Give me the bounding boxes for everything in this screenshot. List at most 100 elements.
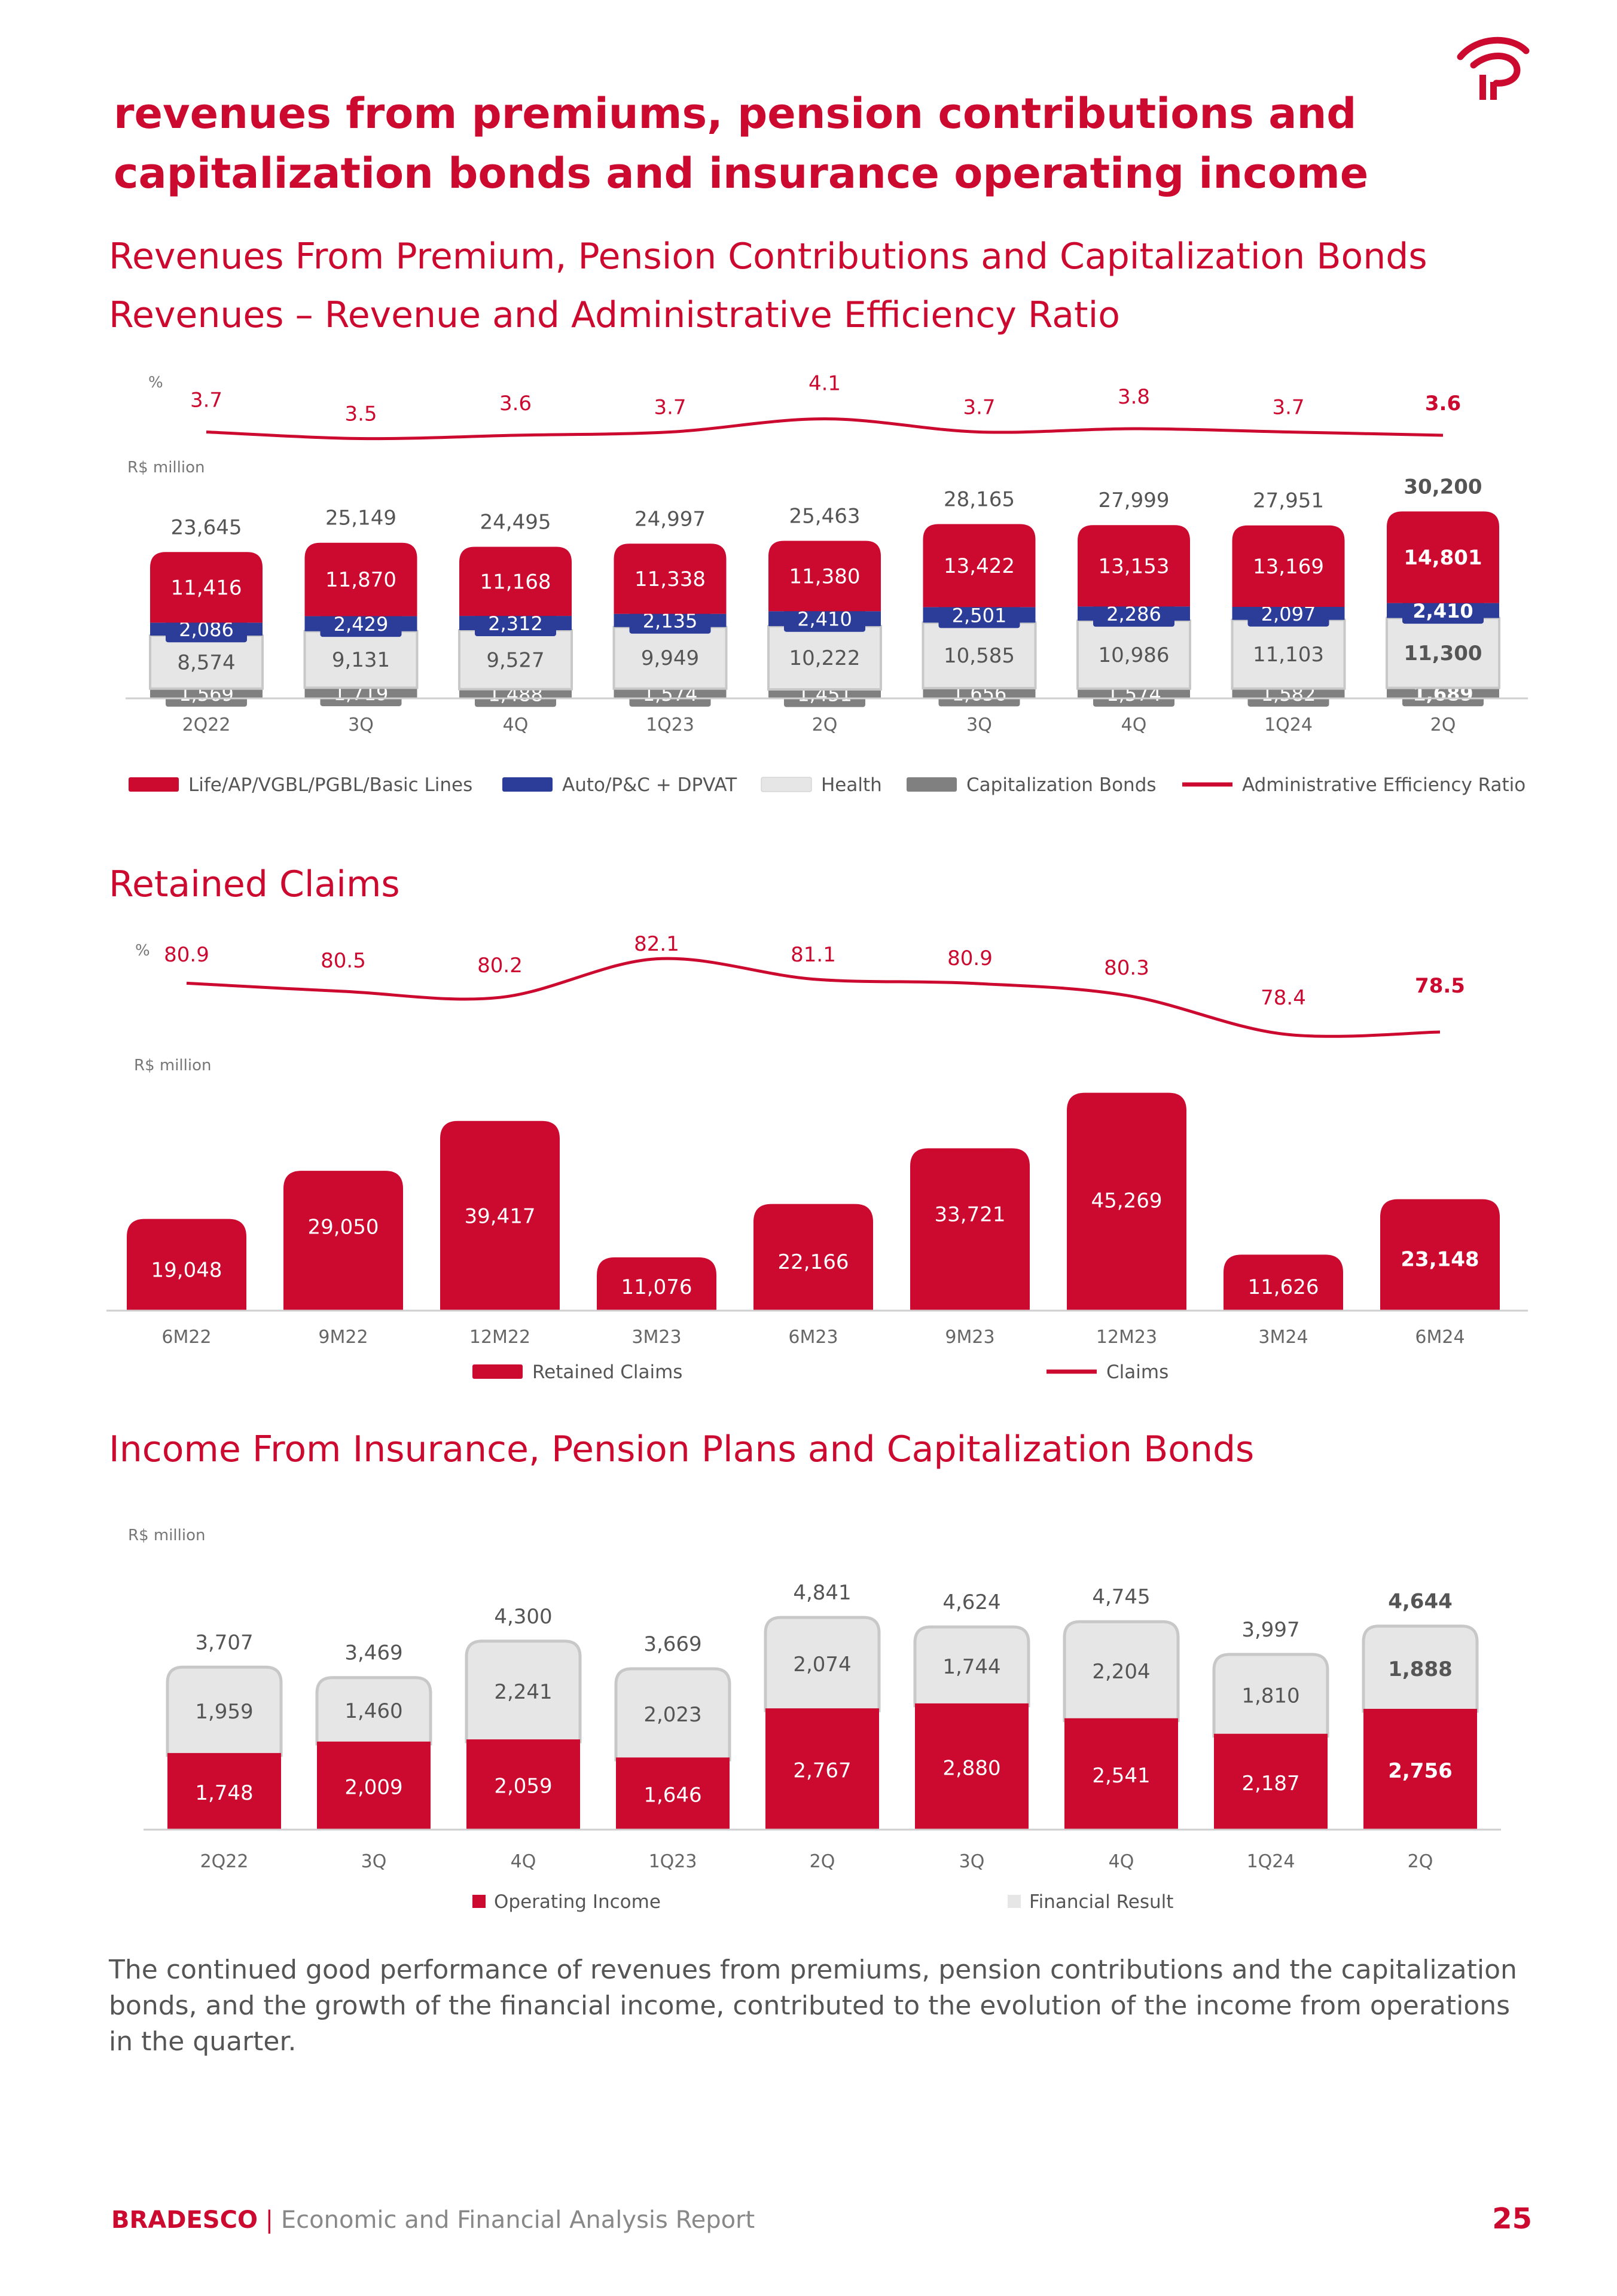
financial-result-segment <box>315 1676 432 1746</box>
bar-total-label: 3,707 <box>195 1631 253 1654</box>
financial-result-segment <box>465 1639 582 1744</box>
financial-result-segment <box>166 1665 283 1757</box>
page-title: revenues from premiums, pension contribu… <box>114 84 1429 203</box>
x-tick-label: 3M24 <box>1258 1327 1308 1348</box>
bar-value-label: 2,286 <box>1106 603 1161 625</box>
bar-value-label: 29,050 <box>308 1215 379 1239</box>
retained-claims-bar <box>440 1120 560 1311</box>
bar-value-label: 2,312 <box>488 612 543 635</box>
bar-segment-life <box>304 542 417 616</box>
efficiency-ratio-line <box>206 417 1444 441</box>
bar-value-badge <box>629 607 711 634</box>
bar-total-label: 4,745 <box>1092 1585 1150 1609</box>
bar-segment-life <box>150 552 263 623</box>
efficiency-ratio-label: 3.7 <box>1272 396 1304 420</box>
operating-income-segment <box>765 1708 879 1830</box>
bar-total-label: 4,841 <box>793 1581 851 1605</box>
line-unit-label: % <box>148 374 163 392</box>
x-tick-label: 2Q <box>810 1851 835 1872</box>
bar-value-label: 2,410 <box>797 608 852 631</box>
retained-claims-bar <box>127 1219 246 1311</box>
x-tick-label: 3M23 <box>631 1327 681 1348</box>
bar-value-label: 8,574 <box>177 651 235 674</box>
financial-result-segment <box>614 1667 731 1761</box>
legend-item-label: Administrative Efficiency Ratio <box>1242 774 1526 796</box>
income-chart-title: Income From Insurance, Pension Plans and… <box>109 1428 1255 1470</box>
financial-result-label: 2,241 <box>494 1680 552 1704</box>
legend-item-label: Retained Claims <box>532 1361 682 1383</box>
bar-value-label: 19,048 <box>151 1259 222 1283</box>
x-tick-label: 2Q <box>812 715 838 735</box>
retained-claims-bar-chart: % R$ million 80.9 80.5 80.2 82.1 81.1 80.9 80.3 7… <box>106 932 1528 1383</box>
operating-income-label: 2,009 <box>344 1775 402 1799</box>
bar-value-label: 13,422 <box>944 554 1015 578</box>
summary-paragraph: The continued good performance of revenu… <box>109 1955 1517 2057</box>
x-tick-label: 6M22 <box>161 1327 211 1348</box>
efficiency-ratio-label: 3.8 <box>1118 385 1150 409</box>
x-tick-label: 12M22 <box>469 1327 530 1348</box>
financial-result-segment <box>913 1625 1030 1708</box>
bar-segment-1 <box>1231 618 1346 690</box>
bar-value-label: 11,380 <box>789 564 861 588</box>
legend-item-swatch <box>129 777 179 792</box>
bar-value-label: 10,585 <box>944 644 1015 668</box>
revenues-chart-title-line-1: Revenues From Premium, Pension Contribut… <box>109 236 1427 277</box>
claims-ratio-label: 80.3 <box>1104 956 1149 980</box>
bar-value-label: 13,169 <box>1253 555 1324 579</box>
bar-value-label: 11,338 <box>634 567 706 591</box>
bar-segment-life <box>923 524 1036 607</box>
line-unit-label: % <box>135 942 150 960</box>
x-tick-label: 6M24 <box>1415 1327 1465 1348</box>
operating-income-label: 2,880 <box>942 1756 1000 1780</box>
operating-income-segment <box>167 1752 281 1830</box>
bar-value-label: 11,300 <box>1404 642 1482 665</box>
financial-result-label: 2,204 <box>1092 1660 1150 1684</box>
x-tick-label: 12M23 <box>1096 1327 1157 1348</box>
efficiency-ratio-label: 3.6 <box>499 392 532 416</box>
bar-total-label: 25,463 <box>789 504 861 528</box>
financial-result-label: 2,074 <box>793 1653 851 1677</box>
legend-item-label: Auto/P&C + DPVAT <box>562 774 737 796</box>
bar-value-label: 2,429 <box>334 613 389 636</box>
footer-separator: | <box>265 2206 274 2234</box>
bar-total-label: 23,645 <box>171 515 242 539</box>
operating-income-label: 1,646 <box>643 1784 701 1808</box>
bar-total-label: 4,300 <box>494 1605 552 1629</box>
retained-claims-bar <box>910 1148 1030 1311</box>
bar-segment-1 <box>1076 619 1191 690</box>
operating-income-segment <box>466 1739 580 1830</box>
x-tick-label: 2Q <box>1430 715 1456 735</box>
page-title-line-1: revenues from premiums, pension contribu… <box>114 89 1357 138</box>
bar-segment-life <box>768 541 881 612</box>
legend-item-swatch <box>472 1364 523 1379</box>
income-stacked-bar-chart: R$ million 1,748 1,959 3,707 2Q22 2,009 1,460 3… <box>128 1526 1501 1913</box>
financial-result-segment <box>1362 1625 1479 1713</box>
bar-value-label: 11,626 <box>1248 1275 1319 1299</box>
x-tick-label: 3Q <box>348 715 374 735</box>
bar-value-label: 23,148 <box>1401 1248 1479 1272</box>
footer-brand: BRADESCO <box>111 2206 258 2234</box>
retained-claims-bar <box>597 1257 716 1311</box>
bar-value-badge <box>475 610 556 637</box>
x-tick-label: 1Q24 <box>1264 715 1313 735</box>
claims-ratio-line <box>186 957 1441 1038</box>
operating-income-segment <box>1363 1708 1477 1830</box>
bar-segment-life <box>1387 511 1499 603</box>
bar-total-label: 3,469 <box>344 1641 402 1665</box>
bar-total-label: 25,149 <box>325 506 396 530</box>
efficiency-ratio-label: 3.7 <box>654 396 686 420</box>
financial-result-label: 1,460 <box>344 1699 402 1723</box>
bar-total-label: 27,999 <box>1099 488 1170 512</box>
bar-value-label: 9,527 <box>486 648 544 672</box>
efficiency-ratio-label: 4.1 <box>808 372 841 396</box>
x-tick-label: 4Q <box>503 715 529 735</box>
financial-result-label: 1,810 <box>1241 1684 1299 1708</box>
x-tick-label: 4Q <box>1109 1851 1134 1872</box>
financial-result-label: 1,888 <box>1388 1657 1453 1681</box>
operating-income-segment <box>1064 1718 1178 1830</box>
bar-segment-life <box>1078 525 1190 607</box>
legend-item-label: Financial Result <box>1029 1891 1173 1913</box>
bar-value-label: 11,076 <box>621 1275 692 1299</box>
